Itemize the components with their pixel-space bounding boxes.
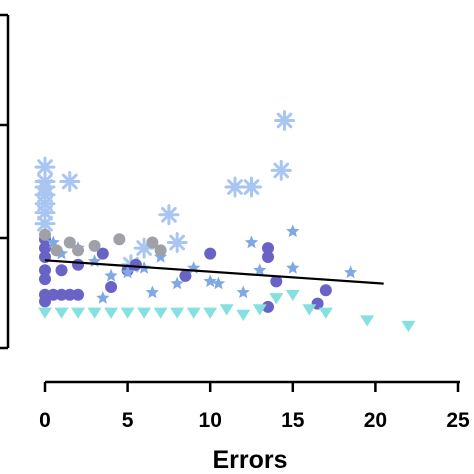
data-point (54, 307, 69, 319)
data-point (104, 268, 118, 282)
x-tick-label: 15 (281, 409, 305, 432)
data-point (166, 232, 188, 254)
data-point (154, 244, 167, 257)
data-point (88, 239, 101, 252)
data-point (203, 307, 218, 319)
x-tick-label: 0 (39, 409, 51, 432)
x-tick-label: 10 (199, 409, 222, 432)
data-point (39, 273, 51, 286)
data-point (285, 289, 300, 302)
data-point (274, 109, 296, 131)
data-point (219, 304, 234, 316)
data-point (39, 264, 51, 277)
data-point (179, 269, 192, 282)
data-points (34, 109, 416, 333)
data-point (262, 300, 275, 313)
data-point (241, 176, 262, 198)
data-point (96, 291, 110, 304)
data-point (72, 258, 85, 271)
data-point (137, 307, 152, 319)
data-point (401, 320, 416, 333)
data-point (302, 304, 317, 316)
regression-line (44, 259, 384, 285)
data-point (63, 236, 76, 249)
x-axis-title: Errors (212, 446, 287, 474)
x-tick-label: 20 (364, 409, 387, 432)
data-point (71, 307, 86, 319)
data-point (203, 274, 217, 288)
data-point (186, 307, 201, 319)
data-point (38, 307, 52, 319)
data-point (170, 276, 184, 290)
data-point (262, 250, 275, 263)
data-point (236, 309, 251, 321)
data-point (262, 242, 275, 255)
data-point (211, 276, 226, 290)
data-point (158, 204, 180, 226)
data-point (224, 176, 246, 198)
data-point (145, 285, 159, 299)
data-point (170, 307, 185, 319)
data-point (55, 264, 68, 277)
data-point (39, 242, 51, 255)
data-point (129, 258, 142, 271)
data-point (253, 263, 267, 276)
x-axis-ticks: 0 5 10 15 20 25 (39, 382, 470, 432)
data-point (146, 236, 159, 249)
data-point (39, 295, 51, 308)
data-point (286, 224, 300, 238)
data-point (360, 315, 375, 327)
data-point (96, 247, 109, 260)
data-point (39, 228, 51, 241)
x-tick-label: 25 (446, 409, 470, 432)
data-point (55, 288, 68, 301)
data-point (59, 171, 81, 192)
data-point (286, 261, 300, 274)
data-point (269, 293, 284, 305)
data-point (63, 288, 76, 301)
data-point (120, 265, 135, 279)
x-tick-label: 5 (122, 409, 134, 432)
data-point (50, 244, 63, 257)
data-point (344, 265, 358, 279)
data-point (72, 288, 85, 301)
data-point (72, 244, 85, 257)
data-point (252, 304, 267, 316)
data-point (34, 213, 56, 235)
data-point (120, 307, 135, 319)
data-point (270, 275, 283, 288)
data-point (105, 280, 118, 293)
data-point (270, 159, 292, 181)
data-point (153, 307, 168, 319)
data-point (318, 307, 333, 319)
data-point (47, 288, 60, 301)
data-point (204, 247, 217, 260)
data-point (236, 285, 250, 299)
data-point (319, 284, 332, 297)
data-point (244, 235, 259, 249)
data-point (87, 307, 102, 319)
data-point (104, 307, 119, 319)
data-point (113, 233, 126, 246)
